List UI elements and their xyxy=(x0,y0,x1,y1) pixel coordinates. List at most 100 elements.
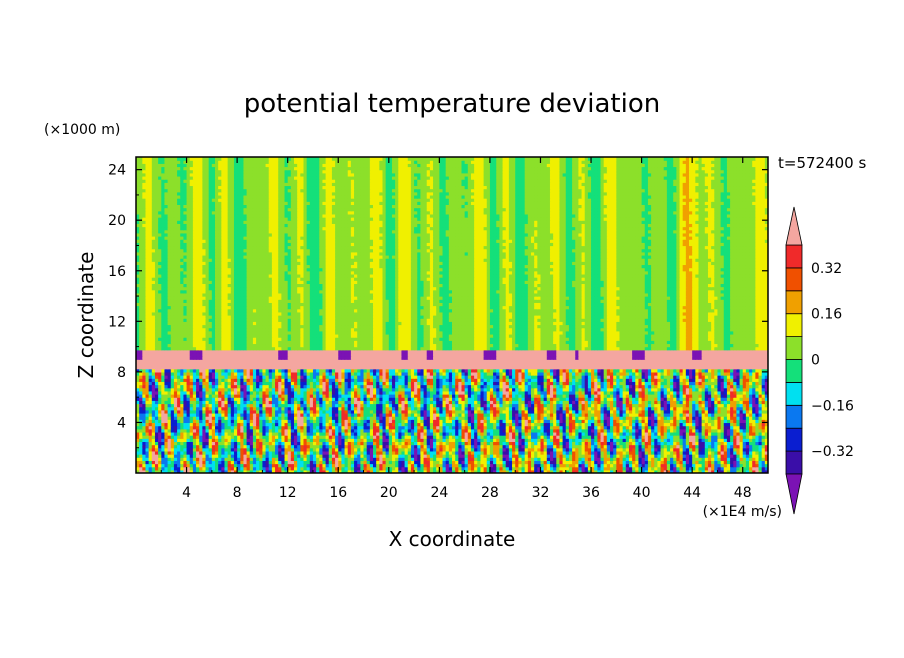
heatmap-cell xyxy=(173,466,178,471)
heatmap-cell xyxy=(597,454,602,458)
heatmap-cell xyxy=(382,463,387,468)
heatmap-cell xyxy=(749,463,753,468)
heatmap-cell xyxy=(610,460,614,465)
heatmap-cell xyxy=(698,447,703,452)
heatmap-cell xyxy=(388,466,393,471)
heatmap-cell xyxy=(603,469,608,473)
heatmap-cell xyxy=(537,447,542,452)
heatmap-cell xyxy=(445,463,450,468)
heatmap-cell xyxy=(644,466,649,471)
heatmap-cell xyxy=(297,469,301,473)
heatmap-cell xyxy=(512,447,516,452)
heatmap-cell xyxy=(136,450,140,455)
heatmap-cell xyxy=(512,460,516,465)
heatmap-cell xyxy=(692,466,696,471)
heatmap-cell xyxy=(275,457,279,461)
heatmap-cell xyxy=(249,466,254,471)
heatmap-cell xyxy=(578,444,583,449)
heatmap-cell xyxy=(401,466,406,471)
heatmap-cell xyxy=(256,466,260,471)
heatmap-cell xyxy=(568,469,573,473)
heatmap-cell xyxy=(556,444,561,449)
heatmap-cell xyxy=(682,450,687,455)
heatmap-cell xyxy=(183,450,188,455)
heatmap-cell xyxy=(196,454,200,458)
heatmap-cell xyxy=(227,454,232,458)
heatmap-cell xyxy=(211,457,216,461)
heatmap-cell xyxy=(322,450,327,455)
heatmap-cell xyxy=(707,463,712,468)
heatmap-cell xyxy=(701,444,706,449)
heatmap-cell xyxy=(142,454,147,458)
heatmap-cell xyxy=(445,454,450,458)
heatmap-cell xyxy=(546,460,551,465)
heatmap-cell xyxy=(581,460,586,465)
heatmap-cell xyxy=(565,454,570,458)
heatmap-cell xyxy=(464,454,469,458)
heatmap-cell xyxy=(654,466,658,471)
heatmap-cell xyxy=(723,463,728,468)
heatmap-cell xyxy=(142,463,147,468)
heatmap-cell xyxy=(695,457,700,461)
heatmap-cell xyxy=(546,463,551,468)
heatmap-cell xyxy=(275,460,279,465)
heatmap-cell xyxy=(426,450,431,455)
heatmap-cell xyxy=(161,450,166,455)
heatmap-cell xyxy=(262,441,267,446)
heatmap-cell xyxy=(180,466,184,471)
heatmap-cell xyxy=(373,447,377,452)
heatmap-cell xyxy=(246,460,251,465)
heatmap-cell xyxy=(448,450,453,455)
heatmap-cell xyxy=(758,457,763,461)
heatmap-cell xyxy=(170,457,175,461)
heatmap-cell xyxy=(461,469,466,473)
heatmap-cell xyxy=(278,441,282,446)
heatmap-cell xyxy=(423,469,428,473)
heatmap-cell xyxy=(395,466,399,471)
heatmap-cell xyxy=(666,466,671,471)
heatmap-cell xyxy=(189,441,194,446)
heatmap-cell xyxy=(508,444,513,449)
heatmap-cell xyxy=(294,444,298,449)
heatmap-cell xyxy=(493,447,497,452)
heatmap-cell xyxy=(395,469,399,473)
heatmap-cell xyxy=(761,466,766,471)
heatmap-cell xyxy=(742,469,747,473)
heatmap-cell xyxy=(357,466,361,471)
heatmap-cell xyxy=(464,444,469,449)
heatmap-cell xyxy=(404,469,409,473)
heatmap-cell xyxy=(527,454,532,458)
heatmap-cell xyxy=(158,466,162,471)
heatmap-cell xyxy=(249,460,254,465)
heatmap-cell xyxy=(483,463,488,468)
heatmap-cell xyxy=(676,454,681,458)
heatmap-cell xyxy=(398,457,403,461)
heatmap-cell xyxy=(540,457,545,461)
heatmap-cell xyxy=(663,466,668,471)
heatmap-cell xyxy=(461,447,466,452)
heatmap-cell xyxy=(736,460,741,465)
heatmap-cell xyxy=(154,457,159,461)
heatmap-cell xyxy=(192,469,197,473)
heatmap-cell xyxy=(429,460,434,465)
heatmap-cell xyxy=(407,463,412,468)
heatmap-cell xyxy=(739,450,744,455)
heatmap-cell xyxy=(562,454,567,458)
heatmap-cell xyxy=(271,450,276,455)
heatmap-cell xyxy=(575,450,579,455)
heatmap-cell xyxy=(385,469,390,473)
heatmap-cell xyxy=(151,457,156,461)
heatmap-cell xyxy=(379,457,384,461)
heatmap-cell xyxy=(357,460,361,465)
heatmap-cell xyxy=(707,469,712,473)
heatmap-cell xyxy=(433,444,437,449)
heatmap-cell xyxy=(183,460,188,465)
heatmap-cell xyxy=(508,447,513,452)
heatmap-cell xyxy=(328,450,333,455)
heatmap-cell xyxy=(414,454,418,458)
heatmap-cell xyxy=(543,444,548,449)
heatmap-cell xyxy=(477,457,482,461)
heatmap-cell xyxy=(717,444,722,449)
heatmap-cell xyxy=(613,460,617,465)
heatmap-cell xyxy=(177,447,181,452)
